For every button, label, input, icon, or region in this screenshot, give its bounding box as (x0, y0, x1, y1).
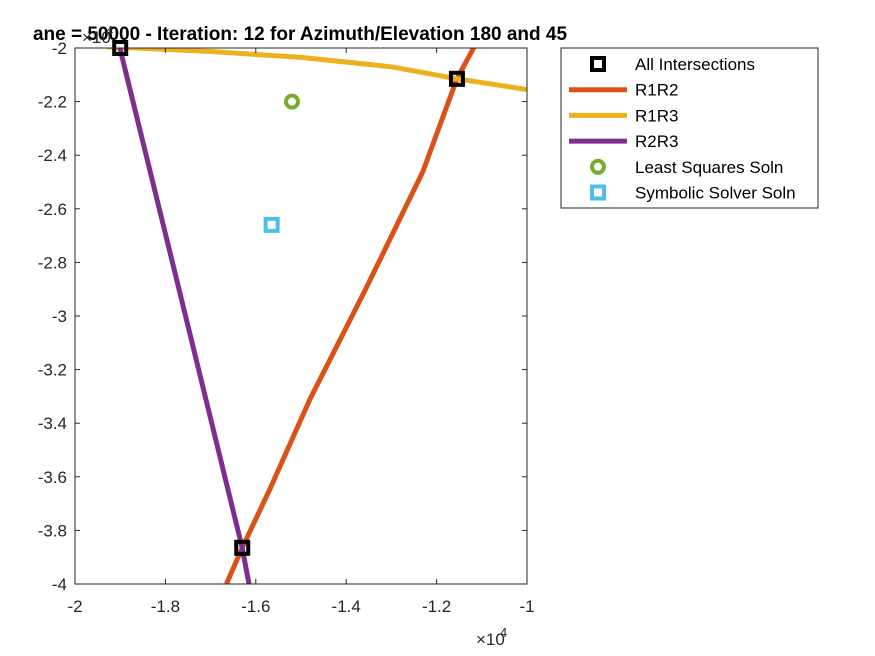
x-tick-label: -1.2 (422, 597, 451, 616)
marker-layer (112, 40, 465, 556)
plot-area: -2 -1.8 -1.6 -1.4 -1.2 -1 -2 -2.2 -2.4 -2.6 -2.8 -3… (38, 39, 535, 616)
y-tick-label: -2.8 (38, 253, 67, 272)
legend-label: All Intersections (635, 55, 755, 74)
y-tick-label: -3 (52, 307, 67, 326)
legend-label: R1R3 (635, 106, 678, 125)
y-tick-label: -2.4 (38, 146, 67, 165)
legend-entry: R1R2 (569, 81, 678, 100)
least-squares-marker (283, 93, 300, 110)
legend-entry: R2R3 (569, 132, 678, 151)
least-squares-marker (590, 158, 606, 175)
y-exponent-base: ×10 (82, 28, 111, 47)
legend-entry: All Intersections (590, 55, 755, 74)
legend-label: Symbolic Solver Soln (635, 184, 796, 203)
symbolic-solver-marker (590, 184, 606, 201)
y-tick-label: -2.6 (38, 200, 67, 219)
series-line-r1r2 (224, 48, 477, 584)
x-axis-exponent: ×10 4 (476, 625, 507, 649)
legend-label: Least Squares Soln (635, 158, 783, 177)
series-layer (106, 48, 527, 584)
legend-entry: Least Squares Soln (590, 158, 783, 177)
legend-label: R2R3 (635, 132, 678, 151)
y-exponent-power: 4 (106, 23, 113, 38)
x-tick-label: -1.8 (151, 597, 180, 616)
y-tick-label: -2.2 (38, 93, 67, 112)
legend-entry: R1R3 (569, 106, 678, 125)
x-exponent-base: ×10 (476, 630, 505, 649)
axes: -2 -1.8 -1.6 -1.4 -1.2 -1 -2 -2.2 -2.4 -2.6 -2.8 -3… (38, 39, 535, 616)
intersection-marker (590, 56, 606, 72)
series-line-r1r3 (106, 48, 527, 92)
legend-entry: Symbolic Solver Soln (590, 184, 796, 203)
symbolic-solver-marker (263, 216, 280, 233)
y-tick-label: -3.2 (38, 361, 67, 380)
chart-title: ane = 50000 - Iteration: 12 for Azimuth/… (33, 24, 568, 45)
x-tick-label: -1.4 (332, 597, 361, 616)
y-axis-exponent: ×10 4 (82, 23, 113, 47)
y-tick-label: -3.8 (38, 521, 67, 540)
legend-box (560, 47, 819, 209)
y-tick-label: -2 (52, 39, 67, 58)
legend-label: R1R2 (635, 81, 678, 100)
x-tick-label: -1 (519, 597, 534, 616)
x-exponent-power: 4 (500, 625, 507, 640)
x-tick-label: -1.6 (241, 597, 270, 616)
x-tick-label: -2 (67, 597, 82, 616)
y-tick-label: -3.4 (38, 414, 67, 433)
y-tick-label: -3.6 (38, 468, 67, 487)
axes-frame (74, 47, 528, 585)
intersection-marker (448, 70, 465, 87)
series-line-r2r3 (117, 48, 252, 584)
legend: All Intersections R1R2 R1R3 R2R3 Least Squar… (560, 47, 819, 209)
y-tick-label: -4 (52, 575, 67, 594)
intersection-marker (234, 539, 251, 556)
